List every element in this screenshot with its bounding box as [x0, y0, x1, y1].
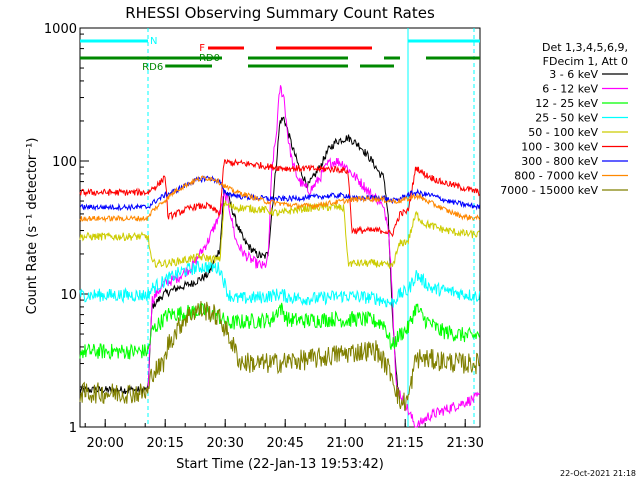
series-line-3: [79, 302, 481, 361]
x-tick-label: 20:15: [146, 436, 183, 451]
series-line-5: [79, 200, 480, 270]
y-tick-label: 1000: [44, 22, 77, 37]
x-tick-label: 20:45: [266, 436, 303, 451]
legend-entry-label: 50 - 100 keV: [528, 126, 598, 139]
legend-entry-label: 6 - 12 keV: [542, 83, 598, 96]
y-tick-label: 10: [60, 288, 77, 303]
flag-label-f: F: [199, 43, 205, 54]
x-tick-label: 21:00: [326, 436, 363, 451]
series-line-2: [147, 85, 481, 428]
legend-entry-label: 3 - 6 keV: [549, 68, 598, 81]
series-line-4: [79, 260, 481, 308]
legend-entry-label: 300 - 800 keV: [521, 155, 598, 168]
series-line-9: [79, 301, 481, 411]
legend-entry-label: 100 - 300 keV: [521, 141, 598, 154]
x-axis-label: Start Time (22-Jan-13 19:53:42): [176, 457, 384, 472]
series-line-6: [79, 158, 480, 238]
x-tick-label: 21:30: [446, 436, 483, 451]
legend-header-line-2: FDecim 1, Att 0: [543, 55, 628, 68]
series-line-8: [79, 175, 481, 223]
x-tick-label: 20:30: [206, 436, 243, 451]
x-tick-label: 20:00: [86, 436, 123, 451]
y-axis-label: Count Rate (s⁻¹ detector⁻¹): [25, 138, 40, 315]
flag-label-rd6: RD6: [142, 62, 163, 73]
flag-label-rd0: RD0: [199, 53, 220, 64]
legend-entry-label: 25 - 50 keV: [535, 112, 598, 125]
plot-frame: [79, 27, 481, 428]
footer-date: 22-Oct-2021 21:18: [560, 469, 636, 478]
legend-entry-label: 800 - 7000 keV: [514, 170, 598, 183]
flag-label-n: N: [150, 36, 157, 47]
y-tick-label: 100: [52, 155, 77, 170]
legend-entry-label: 12 - 25 keV: [535, 97, 598, 110]
x-tick-label: 21:15: [386, 436, 423, 451]
y-tick-label: 1: [69, 421, 77, 436]
legend-entry-label: 7000 - 15000 keV: [500, 184, 598, 197]
legend-header-line-1: Det 1,3,4,5,6,9,: [542, 41, 628, 54]
chart-title: RHESSI Observing Summary Count Rates: [125, 4, 435, 22]
